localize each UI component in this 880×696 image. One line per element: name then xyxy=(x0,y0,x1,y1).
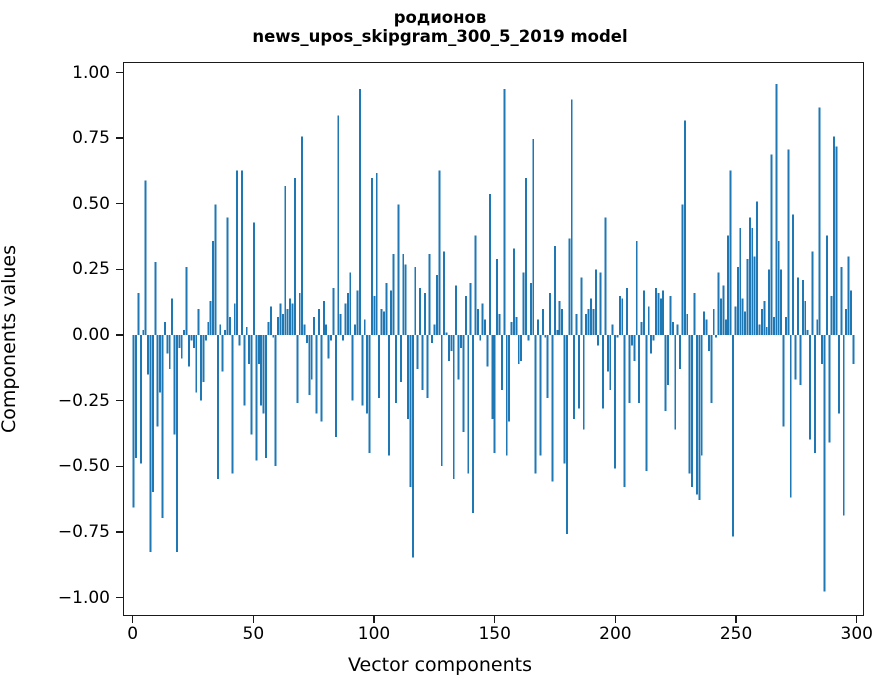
y-tick-mark xyxy=(116,531,123,533)
x-tick-label: 300 xyxy=(840,624,873,644)
y-tick-mark xyxy=(116,596,123,599)
x-tick-mark xyxy=(252,616,254,623)
y-tick-mark xyxy=(116,71,123,74)
x-tick-label: 150 xyxy=(478,624,511,644)
y-tick-mark xyxy=(116,137,123,139)
x-tick-mark xyxy=(735,616,737,623)
chart-title-line-2: news_upos_skipgram_300_5_2019 model xyxy=(252,27,628,47)
x-tick-label: 0 xyxy=(127,624,139,644)
chart-title: родионов news_upos_skipgram_300_5_2019 m… xyxy=(0,8,880,47)
y-tick-mark xyxy=(116,334,123,336)
bar-series xyxy=(132,83,855,592)
y-tick-label: −0.50 xyxy=(57,456,110,477)
y-tick-mark xyxy=(116,268,123,271)
x-tick-mark xyxy=(856,616,858,623)
y-axis-label: Components values xyxy=(0,244,20,434)
x-tick-mark xyxy=(131,616,134,623)
x-tick-mark xyxy=(614,616,617,623)
x-axis-label: Vector components xyxy=(348,654,532,676)
y-tick-label: −0.25 xyxy=(57,390,110,411)
y-tick-label: 0.25 xyxy=(72,259,110,280)
x-tick-label: 50 xyxy=(242,624,265,644)
y-tick-label: 1.00 xyxy=(72,62,110,83)
y-tick-mark xyxy=(116,465,123,467)
y-tick-label: 0.50 xyxy=(72,193,110,214)
x-tick-label: 200 xyxy=(599,624,632,644)
plot-area xyxy=(124,63,863,615)
x-tick-mark xyxy=(373,616,375,623)
plot-axes xyxy=(123,62,864,616)
x-tick-label: 250 xyxy=(719,624,753,644)
chart-title-line-1: родионов xyxy=(393,8,487,27)
x-tick-mark xyxy=(494,616,496,623)
y-tick-label: 0.75 xyxy=(72,128,110,149)
y-tick-label: 0.00 xyxy=(72,325,110,346)
x-tick-label: 100 xyxy=(357,624,391,644)
y-tick-label: −1.00 xyxy=(57,587,110,608)
y-tick-label: −0.75 xyxy=(57,521,110,542)
y-tick-mark xyxy=(116,400,123,402)
y-tick-mark xyxy=(116,203,123,205)
